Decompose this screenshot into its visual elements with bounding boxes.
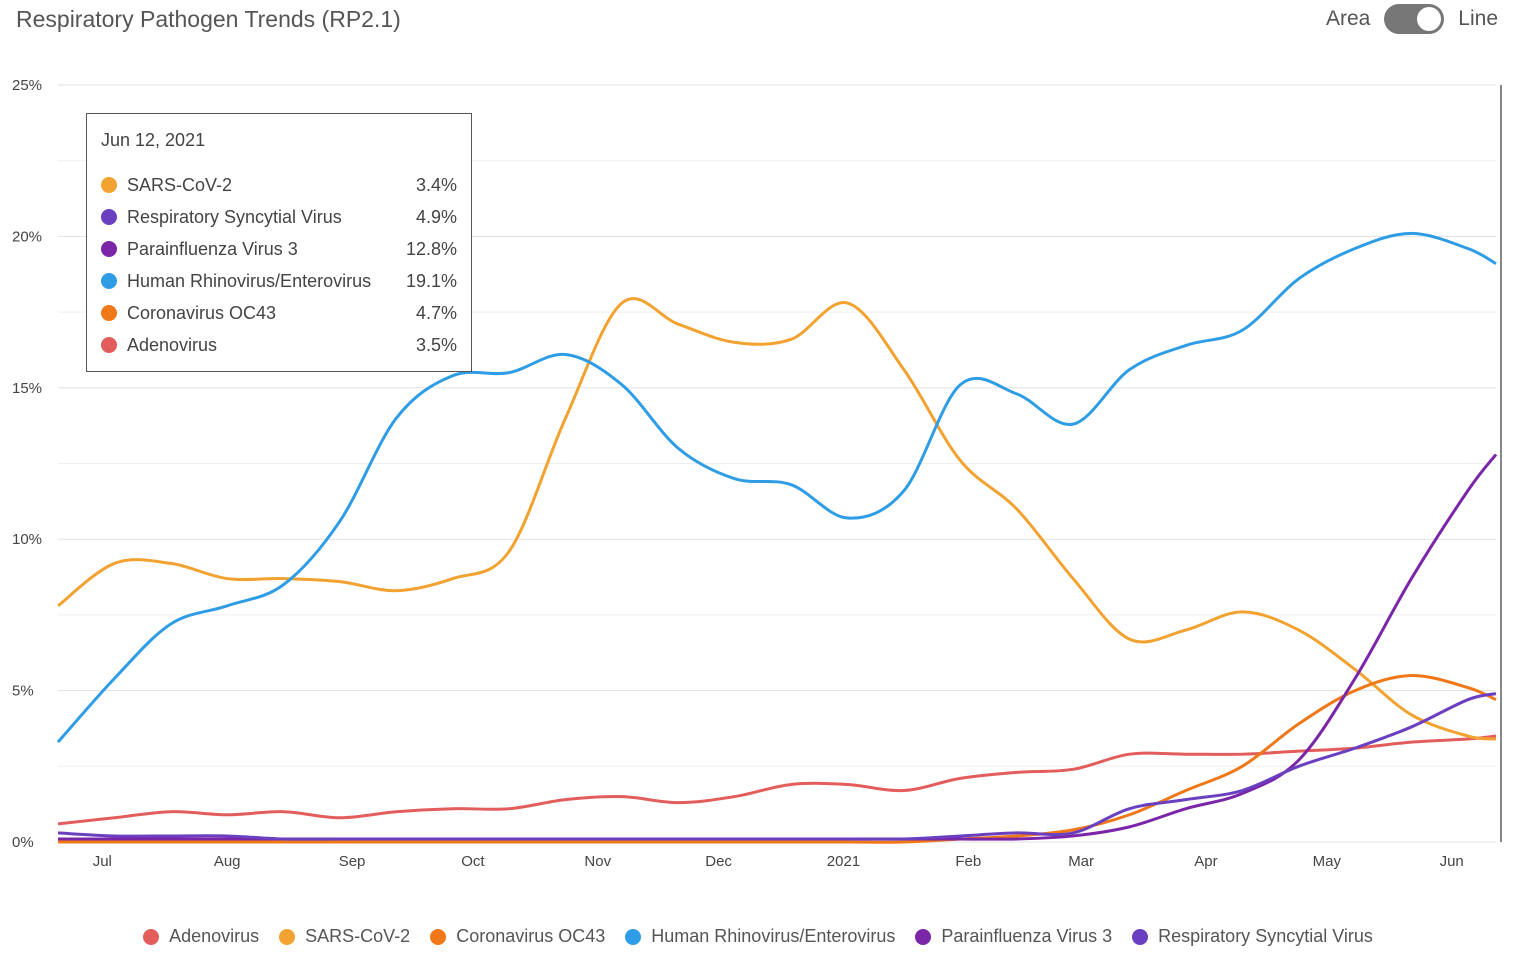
tooltip-row: Human Rhinovirus/Enterovirus 19.1% bbox=[101, 265, 457, 297]
legend-item[interactable]: SARS-CoV-2 bbox=[279, 926, 410, 947]
series-line-sars-cov-2 bbox=[57, 297, 1497, 741]
series-dot-icon bbox=[101, 177, 117, 193]
y-tick-label: 0% bbox=[12, 834, 34, 851]
tooltip-series-name: SARS-CoV-2 bbox=[127, 174, 233, 195]
tooltip-series-value: 4.9% bbox=[415, 206, 457, 227]
legend-item[interactable]: Adenovirus bbox=[143, 926, 259, 947]
legend-dot-icon bbox=[279, 928, 296, 945]
tooltip-series-name: Human Rhinovirus/Enterovirus bbox=[127, 270, 372, 291]
legend-label: Coronavirus OC43 bbox=[456, 926, 606, 946]
legend-label: Parainfluenza Virus 3 bbox=[941, 926, 1113, 946]
legend-item[interactable]: Parainfluenza Virus 3 bbox=[915, 926, 1112, 947]
series-dot-icon bbox=[101, 209, 117, 225]
tooltip-date: Jun 12, 2021 bbox=[101, 130, 206, 150]
tooltip-series-name: Coronavirus OC43 bbox=[127, 302, 277, 323]
series-dot-icon bbox=[101, 273, 117, 289]
y-tick-label: 15% bbox=[12, 380, 42, 397]
legend-item[interactable]: Coronavirus OC43 bbox=[430, 926, 605, 947]
x-tick-label: Jul bbox=[93, 853, 112, 870]
tooltip-row: Parainfluenza Virus 3 12.8% bbox=[101, 233, 457, 265]
legend-dot-icon bbox=[915, 928, 932, 945]
area-line-toggle[interactable]: Area Line bbox=[1326, 4, 1498, 34]
tooltip-series-value: 3.4% bbox=[415, 174, 457, 195]
toggle-label-area[interactable]: Area bbox=[1325, 7, 1371, 30]
x-tick-label: 2021 bbox=[827, 853, 860, 870]
series-dot-icon bbox=[101, 337, 117, 353]
legend-label: Respiratory Syncytial Virus bbox=[1158, 926, 1373, 946]
series-dot-icon bbox=[101, 241, 117, 257]
toggle-knob bbox=[1417, 7, 1442, 31]
legend-dot-icon bbox=[143, 928, 160, 945]
series-line-adenovirus bbox=[57, 734, 1497, 826]
line-chart: 0% 5% 10% 15% 20% 25% Jul Aug Sep Oct Nov Dec 2021 Fe… bbox=[12, 77, 1502, 870]
legend-dot-icon bbox=[625, 928, 642, 945]
tooltip-row: Coronavirus OC43 4.7% bbox=[101, 297, 457, 329]
series-line-parainfluenza-virus-3 bbox=[57, 453, 1498, 841]
x-tick-label: Aug bbox=[214, 853, 241, 870]
tooltip-series-value: 19.1% bbox=[405, 270, 457, 291]
series-line-coronavirus-oc43 bbox=[57, 673, 1497, 844]
series-dot-icon bbox=[101, 305, 117, 321]
toggle-switch[interactable] bbox=[1384, 4, 1445, 34]
tooltip-row: Respiratory Syncytial Virus 4.9% bbox=[101, 201, 457, 233]
x-tick-label: Oct bbox=[461, 853, 485, 870]
tooltip-row: SARS-CoV-2 3.4% bbox=[101, 169, 457, 201]
legend-dot-icon bbox=[1132, 928, 1149, 945]
y-tick-label: 20% bbox=[12, 228, 42, 245]
toggle-label-line[interactable]: Line bbox=[1458, 7, 1498, 30]
x-tick-label: Feb bbox=[955, 853, 981, 870]
tooltip-row: Adenovirus 3.5% bbox=[101, 329, 457, 361]
series-line-human-rhinovirus-enterovirus bbox=[56, 231, 1497, 744]
y-tick-label: 25% bbox=[12, 77, 42, 94]
legend-item[interactable]: Human Rhinovirus/Enterovirus bbox=[625, 926, 895, 947]
chart-title: Respiratory Pathogen Trends (RP2.1) bbox=[16, 6, 401, 32]
tooltip-series-name: Parainfluenza Virus 3 bbox=[127, 238, 298, 259]
tooltip-series-name: Respiratory Syncytial Virus bbox=[127, 206, 342, 227]
legend: Adenovirus SARS-CoV-2 Coronavirus OC43 Huma… bbox=[0, 926, 1536, 947]
x-tick-label: Dec bbox=[705, 853, 732, 870]
series-line-respiratory-syncytial-virus bbox=[57, 692, 1497, 841]
legend-label: Adenovirus bbox=[169, 926, 260, 946]
x-tick-label: Jun bbox=[1440, 853, 1464, 870]
legend-dot-icon bbox=[430, 928, 447, 945]
tooltip-series-value: 4.7% bbox=[415, 302, 457, 323]
x-tick-label: May bbox=[1313, 853, 1342, 870]
legend-label: Human Rhinovirus/Enterovirus bbox=[651, 926, 896, 946]
y-tick-label: 10% bbox=[12, 531, 42, 548]
tooltip-series-value: 12.8% bbox=[405, 238, 457, 259]
x-tick-label: Sep bbox=[339, 853, 366, 870]
x-tick-label: Apr bbox=[1194, 853, 1217, 870]
x-tick-label: Mar bbox=[1068, 853, 1094, 870]
tooltip-series-name: Adenovirus bbox=[127, 334, 218, 355]
x-tick-label: Nov bbox=[584, 853, 611, 870]
legend-item[interactable]: Respiratory Syncytial Virus bbox=[1132, 926, 1373, 947]
legend-label: SARS-CoV-2 bbox=[305, 926, 411, 946]
tooltip: Jun 12, 2021 SARS-CoV-2 3.4% Respiratory S… bbox=[86, 113, 472, 372]
tooltip-series-value: 3.5% bbox=[415, 334, 457, 355]
y-tick-label: 5% bbox=[12, 683, 34, 700]
